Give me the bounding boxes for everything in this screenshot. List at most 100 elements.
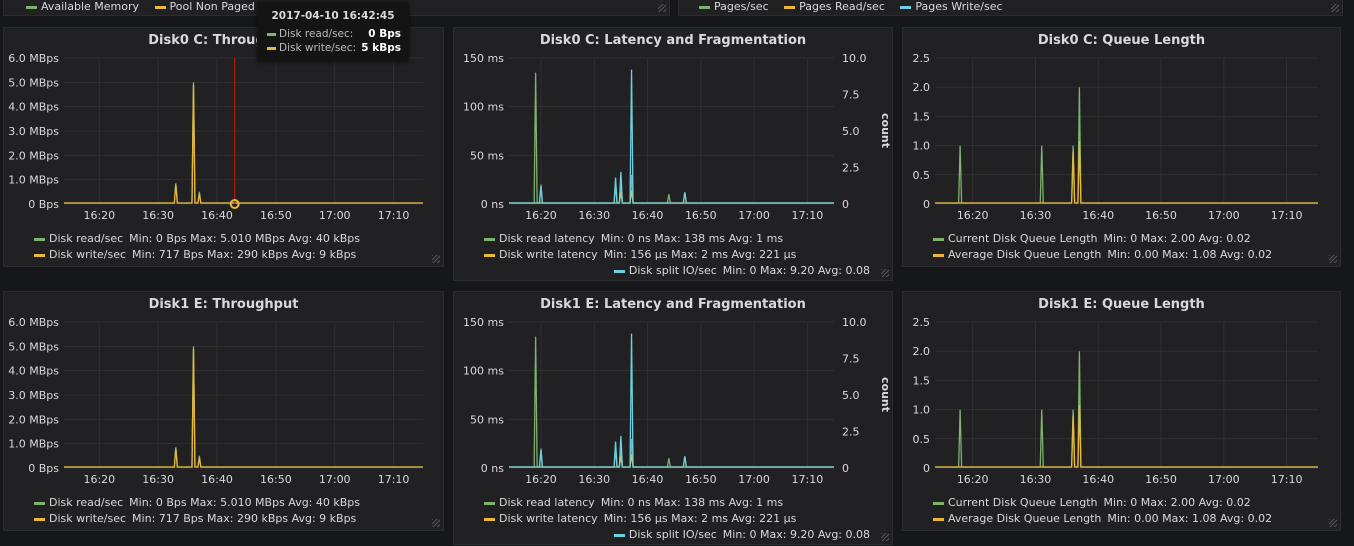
resize-handle[interactable] xyxy=(1329,255,1337,263)
legend-label[interactable]: Disk write/sec xyxy=(49,248,127,261)
legend-item[interactable]: Disk read/sec Min: 0 Bps Max: 5.010 MBps … xyxy=(34,232,360,245)
legend-pool-non-paged[interactable]: Pool Non Paged xyxy=(169,0,255,13)
legend-swatch xyxy=(267,32,276,36)
panel-title[interactable]: Disk1 E: Queue Length xyxy=(1038,297,1205,312)
panel-title[interactable]: Disk1 E: Throughput xyxy=(148,297,299,312)
resize-handle[interactable] xyxy=(658,4,666,12)
graph-canvas[interactable]: 150 ms 100 ms 50 ms 0 ns 16:20 16:30 16:40 16:5… xyxy=(454,292,894,546)
legend-item[interactable]: Disk write/sec Min: 717 Bps Max: 290 kBps… xyxy=(34,248,356,261)
y-tick-label: 4.0 MBps xyxy=(8,101,59,114)
y-tick-label: 2.0 MBps xyxy=(8,413,59,426)
graph-panel[interactable]: Disk0 C: Latency and Fragmentation 150 ms… xyxy=(453,27,893,281)
legend-stats: Min: 0.00 Max: 1.08 Avg: 0.02 xyxy=(1107,248,1273,261)
y-tick-label: 1.5 xyxy=(913,374,931,387)
x-tick-label: 17:00 xyxy=(1208,473,1240,486)
legend-stats: Min: 0 Bps Max: 5.010 MBps Avg: 40 kBps xyxy=(129,232,361,245)
x-tick-label: 16:30 xyxy=(142,209,174,222)
x-tick-label: 16:50 xyxy=(685,473,717,486)
legend-swatch xyxy=(933,237,944,241)
x-tick-label: 16:30 xyxy=(578,473,610,486)
series-line xyxy=(509,190,834,204)
legend-label[interactable]: Disk read latency xyxy=(499,496,595,509)
x-tick-label: 16:30 xyxy=(142,473,174,486)
legend-swatch xyxy=(26,5,37,9)
y-tick-label: 1.0 MBps xyxy=(8,438,59,451)
legend-swatch xyxy=(933,517,944,521)
legend-item[interactable]: Average Disk Queue Length Min: 0.00 Max: … xyxy=(933,248,1272,261)
graph-canvas[interactable]: 2.5 2.0 1.5 1.0 0.5 0 16:20 16:30 16:40 16:50 17:0… xyxy=(903,292,1342,532)
legend-item[interactable]: Disk read latency Min: 0 ns Max: 138 ms A… xyxy=(484,232,783,245)
legend-item[interactable]: Current Disk Queue Length Min: 0 Max: 2.0… xyxy=(933,232,1251,245)
legend-label[interactable]: Disk write latency xyxy=(499,248,598,261)
graph-panel[interactable]: Disk0 C: Queue Length 2.5 2.0 1.5 1.0 0.5 0 16:… xyxy=(902,27,1341,267)
legend-item[interactable]: Disk read latency Min: 0 ns Max: 138 ms A… xyxy=(484,496,783,509)
legend-stats: Min: 0 Max: 2.00 Avg: 0.02 xyxy=(1103,496,1251,509)
hover-point xyxy=(229,199,240,209)
graph-panel[interactable]: Disk1 E: Latency and Fragmentation 150 ms… xyxy=(453,291,893,545)
x-tick-label: 16:30 xyxy=(1020,473,1052,486)
memory-legend: Available Memory Pool Non Paged xyxy=(26,0,255,13)
legend-item[interactable]: Disk write/sec Min: 717 Bps Max: 290 kBps… xyxy=(34,512,356,525)
x-tick-label: 16:50 xyxy=(1145,473,1177,486)
legend-label[interactable]: Disk split IO/sec xyxy=(628,528,717,541)
y-tick-label: 1.0 MBps xyxy=(8,174,59,187)
x-tick-label: 17:10 xyxy=(792,473,824,486)
legend-swatch xyxy=(613,269,625,273)
y-tick-label: 4.0 MBps xyxy=(8,365,59,378)
legend-available-memory[interactable]: Available Memory xyxy=(41,0,140,13)
graph-panel[interactable]: Disk1 E: Throughput 6.0 MBps 5.0 MBps 4.0 M… xyxy=(3,291,444,531)
graph-canvas[interactable]: 150 ms 100 ms 50 ms 0 ns 16:20 16:30 16:40 16:5… xyxy=(454,28,894,282)
legend-item[interactable]: Average Disk Queue Length Min: 0.00 Max: … xyxy=(933,512,1272,525)
y-tick-label: 2.0 xyxy=(913,345,931,358)
legend-stats: Min: 717 Bps Max: 290 kBps Avg: 9 kBps xyxy=(132,248,357,261)
legend-item[interactable]: Disk split IO/sec Min: 0 Max: 9.20 Avg: 0… xyxy=(613,264,870,277)
resize-handle[interactable] xyxy=(1329,519,1337,527)
x-tick-label: 16:20 xyxy=(83,209,115,222)
legend-pages-write[interactable]: Pages Write/sec xyxy=(915,0,1003,13)
x-tick-label: 17:10 xyxy=(1271,473,1303,486)
legend-item[interactable]: Current Disk Queue Length Min: 0 Max: 2.0… xyxy=(933,496,1251,509)
resize-handle[interactable] xyxy=(881,269,889,277)
legend-label[interactable]: Average Disk Queue Length xyxy=(948,248,1102,261)
resize-handle[interactable] xyxy=(432,255,440,263)
legend-stats: Min: 156 µs Max: 2 ms Avg: 221 µs xyxy=(603,248,797,261)
tooltip-time: 2017-04-10 16:42:45 xyxy=(271,10,395,22)
legend-item[interactable]: Disk write latency Min: 156 µs Max: 2 ms … xyxy=(484,248,796,261)
legend-label[interactable]: Average Disk Queue Length xyxy=(948,512,1102,525)
x-tick-label: 16:50 xyxy=(1145,209,1177,222)
legend-label[interactable]: Disk read/sec xyxy=(49,232,124,245)
x-tick-label: 16:40 xyxy=(1082,209,1114,222)
legend-item[interactable]: Disk split IO/sec Min: 0 Max: 9.20 Avg: 0… xyxy=(613,528,870,541)
graph-canvas[interactable]: 2.5 2.0 1.5 1.0 0.5 0 16:20 16:30 16:40 16:50 17:0… xyxy=(903,28,1342,268)
legend-label[interactable]: Disk read/sec xyxy=(49,496,124,509)
legend-label[interactable]: Disk split IO/sec xyxy=(628,264,717,277)
resize-handle[interactable] xyxy=(881,533,889,541)
graph-panel[interactable]: Disk0 C: Throughput 6.0 MBps 5.0 MBps 4.0 M… xyxy=(3,27,444,267)
legend-item[interactable]: Disk write latency Min: 156 µs Max: 2 ms … xyxy=(484,512,796,525)
legend-label[interactable]: Disk read latency xyxy=(499,232,595,245)
panel-title[interactable]: Disk0 C: Latency and Fragmentation xyxy=(539,33,807,48)
legend-item[interactable]: Disk read/sec Min: 0 Bps Max: 5.010 MBps … xyxy=(34,496,360,509)
legend-label[interactable]: Current Disk Queue Length xyxy=(948,232,1098,245)
y-tick-label: 0 Bps xyxy=(28,462,59,475)
x-tick-label: 16:30 xyxy=(578,209,610,222)
series-line xyxy=(509,336,834,468)
tooltip-value: 0 Bps xyxy=(368,28,401,40)
panel-title[interactable]: Disk1 E: Latency and Fragmentation xyxy=(540,297,806,312)
x-tick-label: 16:40 xyxy=(1082,473,1114,486)
resize-handle[interactable] xyxy=(432,519,440,527)
legend-pages-read[interactable]: Pages Read/sec xyxy=(799,0,885,13)
legend-label[interactable]: Disk write/sec xyxy=(49,512,127,525)
y-tick-label: 3.0 MBps xyxy=(8,389,59,402)
legend-pages-sec[interactable]: Pages/sec xyxy=(714,0,769,13)
panel-title[interactable]: Disk0 C: Queue Length xyxy=(1037,33,1206,48)
legend-stats: Min: 0 Max: 9.20 Avg: 0.08 xyxy=(722,264,870,277)
resize-handle[interactable] xyxy=(1331,4,1339,12)
legend-swatch xyxy=(34,517,45,521)
x-tick-label: 17:10 xyxy=(1271,209,1303,222)
graph-canvas[interactable]: 6.0 MBps 5.0 MBps 4.0 MBps 3.0 MBps 2.0 MBps… xyxy=(4,292,445,532)
legend-label[interactable]: Current Disk Queue Length xyxy=(948,496,1098,509)
legend-label[interactable]: Disk write latency xyxy=(499,512,598,525)
pages-panel-partial: Pages/sec Pages Read/sec Pages Write/sec xyxy=(678,0,1343,16)
graph-panel[interactable]: Disk1 E: Queue Length 2.5 2.0 1.5 1.0 0.5 0 16:… xyxy=(902,291,1341,531)
